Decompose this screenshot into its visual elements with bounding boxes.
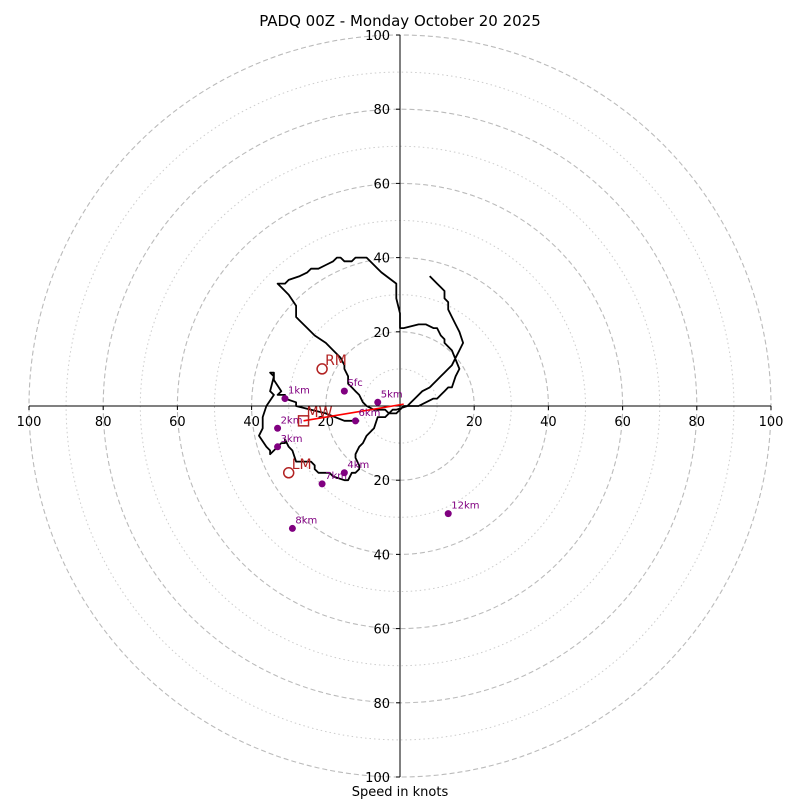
- height-label-1km: 1km: [288, 386, 310, 397]
- motion-label-MW: MW: [307, 405, 333, 421]
- x-tick-label: 100: [17, 415, 42, 430]
- height-label-8km: 8km: [295, 515, 317, 526]
- y-tick-label: 40: [373, 252, 390, 267]
- x-tick-label: 40: [243, 415, 260, 430]
- wind-trace-line: [258, 256, 465, 482]
- height-label-12km: 12km: [451, 501, 479, 512]
- motion-label-LM: LM: [292, 457, 312, 473]
- mean-wind-shear-line: [303, 403, 404, 422]
- height-dot-5km: [374, 398, 382, 406]
- y-tick-label: 40: [373, 548, 390, 563]
- height-dot-7km: [318, 480, 326, 488]
- motion-marker-LM: [282, 467, 295, 479]
- height-dot-1km: [281, 395, 289, 403]
- y-tick-label: 80: [373, 103, 390, 118]
- x-tick-label: 80: [689, 415, 706, 430]
- height-label-4km: 4km: [347, 460, 369, 471]
- x-tick-label: 20: [318, 415, 335, 430]
- storm-motion-markers: LM MW RM: [282, 353, 347, 479]
- height-label-7km: 7km: [325, 471, 347, 482]
- x-tick-label: 60: [169, 415, 186, 430]
- x-tick-label: 40: [540, 415, 557, 430]
- height-label-6km: 6km: [358, 408, 380, 419]
- height-label-5km: 5km: [381, 389, 403, 400]
- y-tick-label: 100: [365, 771, 390, 786]
- motion-marker-MW: [297, 415, 310, 427]
- y-tick-label: 100: [365, 29, 390, 44]
- x-tick-label: 80: [95, 415, 112, 430]
- x-tick-label: 20: [466, 415, 483, 430]
- height-dot-12km: [444, 510, 452, 518]
- x-tick-label: 100: [759, 415, 784, 430]
- wind-trace: [258, 256, 465, 482]
- axes: [29, 35, 771, 777]
- tick-labels: 20 20 20 20 40 40 40 40 60 60 60 60 80 80 80 80 100 100 10…: [17, 29, 784, 786]
- y-tick-label: 20: [373, 474, 390, 489]
- motion-marker-RM: [316, 363, 328, 375]
- height-dot-Sfc: [340, 387, 348, 395]
- height-dot-6km: [351, 417, 359, 425]
- height-dot-8km: [288, 524, 296, 532]
- height-label-2km: 2km: [281, 415, 303, 426]
- shear-vector-line: [303, 403, 404, 422]
- height-label-Sfc: Sfc: [347, 378, 362, 389]
- height-dot-2km: [274, 424, 282, 432]
- motion-label-RM: RM: [325, 353, 347, 369]
- height-dot-3km: [274, 443, 282, 451]
- height-label-3km: 3km: [281, 434, 303, 445]
- x-axis-label: Speed in knots: [352, 785, 449, 800]
- height-dot-4km: [340, 469, 348, 477]
- chart-title: PADQ 00Z - Monday October 20 2025: [259, 12, 541, 30]
- y-tick-label: 20: [373, 326, 390, 341]
- y-tick-label: 80: [373, 697, 390, 712]
- y-tick-label: 60: [373, 177, 390, 192]
- x-tick-label: 60: [614, 415, 631, 430]
- y-tick-label: 60: [373, 623, 390, 638]
